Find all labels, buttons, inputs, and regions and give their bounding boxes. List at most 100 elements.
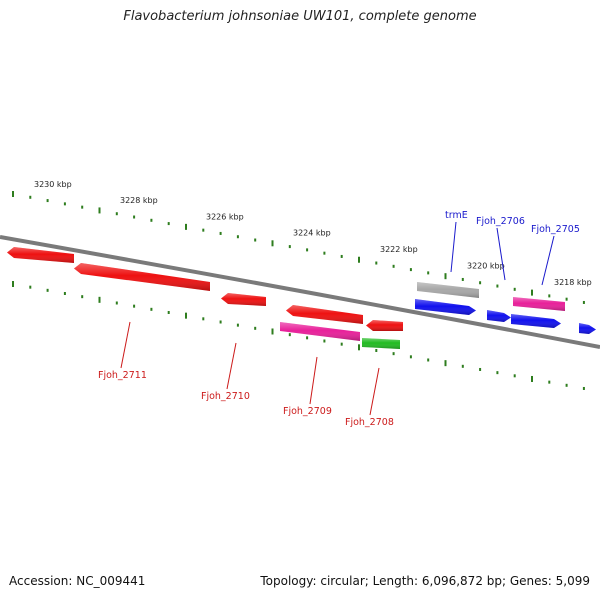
gene-shading	[417, 282, 479, 298]
scale-tick	[496, 284, 499, 288]
scale-tick	[513, 374, 516, 378]
tick-label: 3218 kbp	[554, 278, 592, 287]
scale-tick	[81, 295, 84, 299]
scale-tick	[461, 364, 464, 368]
scale-tick	[133, 215, 136, 219]
gene-label[interactable]: Fjoh_2708	[345, 417, 394, 428]
scale-tick	[12, 191, 14, 197]
scale-tick	[46, 199, 49, 203]
scale-tick	[115, 212, 118, 216]
scale-tick	[582, 300, 585, 304]
scale-tick	[254, 238, 257, 242]
scale-tick	[427, 271, 430, 275]
scale-tick	[202, 317, 205, 321]
scale-tick	[323, 251, 326, 255]
scale-tick	[254, 326, 257, 330]
scale-ticks-lower	[12, 281, 585, 390]
gene-shading	[487, 310, 511, 322]
scale-tick	[219, 320, 222, 324]
scale-tick	[375, 348, 378, 352]
scale-tick	[150, 218, 153, 222]
gene-shading	[221, 293, 266, 306]
scale-tick	[29, 195, 32, 199]
scale-tick	[531, 375, 533, 382]
gene-label[interactable]: Fjoh_2711	[98, 370, 147, 381]
gene-label[interactable]: Fjoh_2705	[531, 224, 580, 235]
scale-tick	[46, 288, 49, 292]
scale-tick	[185, 223, 187, 230]
scale-tick	[531, 289, 533, 296]
scale-tick	[271, 328, 274, 335]
scale-tick	[236, 235, 239, 239]
scale-tick	[358, 344, 360, 351]
scale-tick	[29, 285, 32, 289]
scale-tick	[444, 360, 447, 367]
scale-tick	[63, 202, 66, 206]
tick-label: 3222 kbp	[380, 245, 418, 254]
scale-tick	[548, 380, 551, 384]
scale-tick	[167, 310, 170, 314]
gene-label[interactable]: trmE	[445, 210, 468, 221]
scale-tick	[513, 287, 516, 291]
scale-tick	[288, 245, 291, 249]
scale-tick	[236, 323, 239, 327]
scale-tick	[358, 256, 360, 263]
scale-tick	[479, 281, 482, 285]
scale-tick	[409, 268, 412, 272]
genome-backbone	[0, 235, 600, 349]
gene-shading	[286, 305, 363, 324]
tick-label: 3220 kbp	[467, 261, 505, 270]
scale-tick	[496, 371, 499, 375]
scale-tick	[167, 222, 170, 226]
gene-label-leader	[369, 367, 380, 416]
scale-tick	[185, 312, 187, 319]
gene-shading	[579, 323, 596, 334]
gene-label[interactable]: Fjoh_2709	[283, 406, 332, 417]
gene-shading	[511, 314, 561, 328]
scale-tick	[565, 383, 568, 387]
gene-shading	[362, 338, 400, 349]
map-title: Flavobacterium johnsoniae UW101, complet…	[123, 9, 477, 24]
gene-label-leader	[541, 235, 555, 286]
scale-tick	[150, 307, 153, 311]
gene-label[interactable]: Fjoh_2710	[201, 391, 250, 402]
scale-tick	[306, 336, 309, 340]
gene-shading	[513, 297, 565, 311]
scale-tick-labels: 3230 kbp 3228 kbp 3226 kbp 3224 kbp 3222 kbp…	[34, 180, 592, 287]
scale-tick	[63, 291, 66, 295]
scale-tick	[409, 355, 412, 359]
scale-tick	[479, 367, 482, 371]
scale-tick	[548, 294, 551, 298]
gene-label-leader	[120, 321, 131, 369]
scale-tick	[340, 254, 343, 258]
gene-label-leader	[450, 221, 457, 273]
gene-shading	[7, 247, 74, 263]
accession-text: Accession: NC_009441	[9, 574, 146, 588]
scale-ticks-upper	[12, 191, 585, 304]
scale-tick	[461, 277, 464, 281]
gene-label[interactable]: Fjoh_2706	[476, 216, 525, 227]
scale-tick	[81, 205, 84, 209]
scale-tick	[565, 297, 568, 301]
tick-label: 3228 kbp	[120, 196, 158, 205]
tick-label: 3230 kbp	[34, 180, 72, 189]
scale-tick	[323, 339, 326, 343]
scale-tick	[340, 342, 343, 346]
gene-shading	[366, 320, 403, 331]
gene-labels: trmE Fjoh_2706 Fjoh_2705 Fjoh_2711 Fjoh_2710…	[98, 210, 580, 428]
scale-tick	[582, 386, 585, 390]
gene-label-leader	[496, 227, 506, 281]
scale-tick	[306, 248, 309, 252]
gene-features	[7, 247, 596, 349]
scale-tick	[115, 301, 118, 305]
gene-shading	[415, 299, 476, 315]
scale-tick	[12, 281, 14, 287]
scale-tick	[271, 240, 274, 247]
scale-tick	[133, 304, 136, 308]
scale-tick	[219, 231, 222, 235]
scale-tick	[392, 352, 395, 356]
genome-stats-text: Topology: circular; Length: 6,096,872 bp…	[260, 574, 590, 588]
scale-tick	[444, 273, 447, 280]
